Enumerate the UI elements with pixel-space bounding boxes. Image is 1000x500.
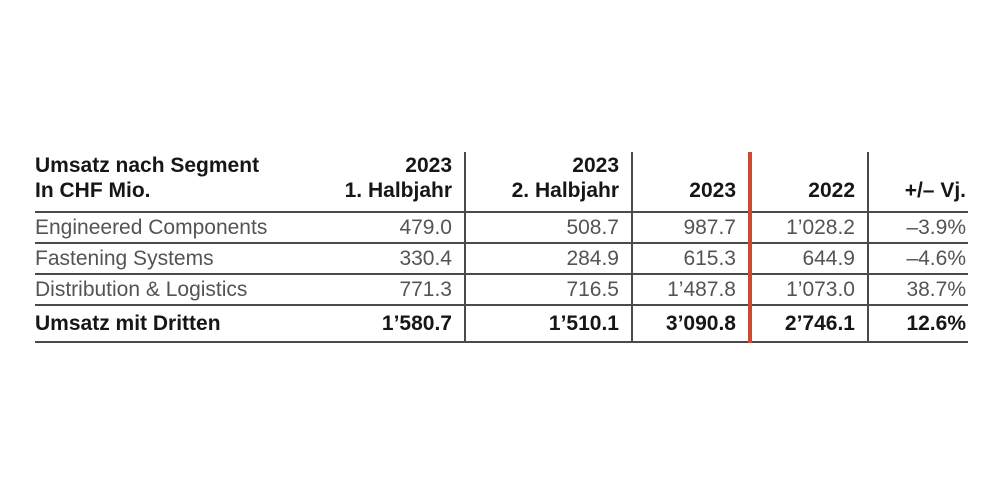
value-fy2023: 1’487.8 [632,274,752,306]
value-fy2022: 644.9 [750,243,869,275]
value-fy2022: 1’028.2 [750,212,869,244]
value-h2-2023: 716.5 [465,274,633,306]
header-title-line2: In CHF Mio. [35,179,151,203]
total-delta: 12.6% [868,305,968,343]
total-fy2022: 2’746.1 [750,305,869,343]
header-2023-h2: 2023 2. Halbjahr [465,152,633,213]
segment-revenue-table: Umsatz nach Segment In CHF Mio. 2023 1. … [35,152,968,343]
header-fy2022: 2022 [750,152,869,213]
table-row: Engineered Components 479.0 508.7 987.7 … [35,212,968,244]
value-h1-2023: 479.0 [290,212,466,244]
value-fy2023: 987.7 [632,212,752,244]
segment-label: Fastening Systems [35,243,290,275]
value-delta: –4.6% [868,243,968,275]
segment-label: Engineered Components [35,212,290,244]
header-2023-h1: 2023 1. Halbjahr [290,152,466,213]
total-label: Umsatz mit Dritten [35,305,290,343]
value-h1-2023: 330.4 [290,243,466,275]
total-h1-2023: 1’580.7 [290,305,466,343]
value-h1-2023: 771.3 [290,274,466,306]
total-fy2023: 3’090.8 [632,305,752,343]
header-title-line1: Umsatz nach Segment [35,153,260,177]
table-header-row: Umsatz nach Segment In CHF Mio. 2023 1. … [35,152,968,213]
header-fy2023: 2023 [632,152,752,213]
table-total-row: Umsatz mit Dritten 1’580.7 1’510.1 3’090… [35,305,968,343]
total-h2-2023: 1’510.1 [465,305,633,343]
value-fy2023: 615.3 [632,243,752,275]
value-h2-2023: 508.7 [465,212,633,244]
value-h2-2023: 284.9 [465,243,633,275]
segment-revenue-table-wrap: Umsatz nach Segment In CHF Mio. 2023 1. … [35,152,968,343]
header-title: Umsatz nach Segment In CHF Mio. [35,152,290,213]
value-fy2022: 1’073.0 [750,274,869,306]
header-delta: +/– Vj. [868,152,968,213]
value-delta: –3.9% [868,212,968,244]
table-row: Distribution & Logistics 771.3 716.5 1’4… [35,274,968,306]
segment-label: Distribution & Logistics [35,274,290,306]
value-delta: 38.7% [868,274,968,306]
table-row: Fastening Systems 330.4 284.9 615.3 644.… [35,243,968,275]
